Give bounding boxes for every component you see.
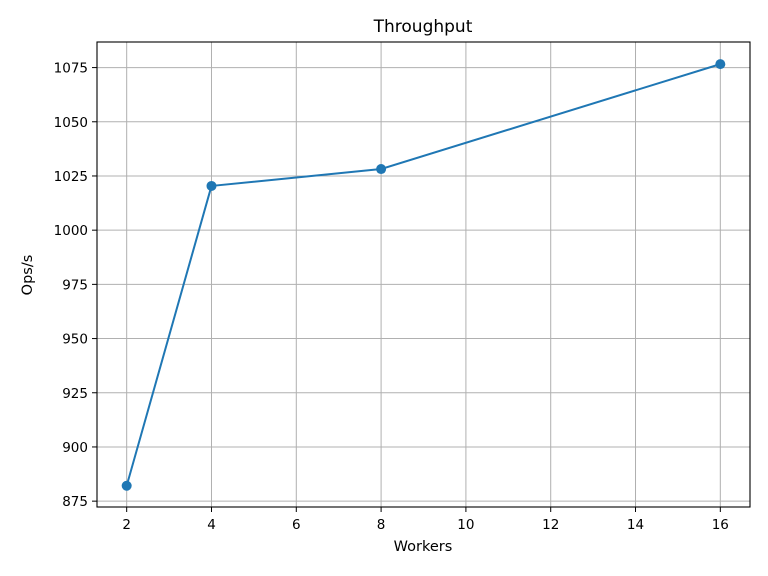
x-tick-label: 14 <box>627 517 644 533</box>
plot-frame <box>96 41 751 508</box>
x-tick-label: 6 <box>292 517 301 533</box>
data-point <box>206 180 217 191</box>
y-tick-label: 1000 <box>54 223 88 239</box>
x-tick-label: 16 <box>712 517 729 533</box>
series-layer <box>121 59 726 491</box>
y-tick-label: 975 <box>62 277 88 293</box>
data-point <box>376 164 387 175</box>
data-point <box>715 59 726 70</box>
chart-title: Throughput <box>373 17 473 37</box>
y-tick-label: 875 <box>62 494 88 510</box>
x-tick-label: 8 <box>377 517 386 533</box>
y-tick-label: 1075 <box>54 61 88 77</box>
x-tick-label: 12 <box>542 517 559 533</box>
y-tick-label: 1050 <box>54 115 88 131</box>
y-tick-label: 1025 <box>54 169 88 185</box>
data-point <box>121 480 132 491</box>
grid <box>97 42 750 507</box>
y-tick-label: 900 <box>62 440 88 456</box>
x-axis-label: Workers <box>394 539 453 555</box>
y-tick-label: 950 <box>62 332 88 348</box>
x-tick-label: 2 <box>122 517 131 533</box>
x-tick-label: 10 <box>457 517 474 533</box>
ticks: 2 4 6 8 10 12 14 16 875 900 925 950 975 1000 1025 1050 1… <box>54 61 729 533</box>
series-line <box>125 63 722 487</box>
y-tick-label: 925 <box>62 386 88 402</box>
x-tick-label: 4 <box>207 517 216 533</box>
y-axis-label: Ops/s <box>20 255 36 296</box>
